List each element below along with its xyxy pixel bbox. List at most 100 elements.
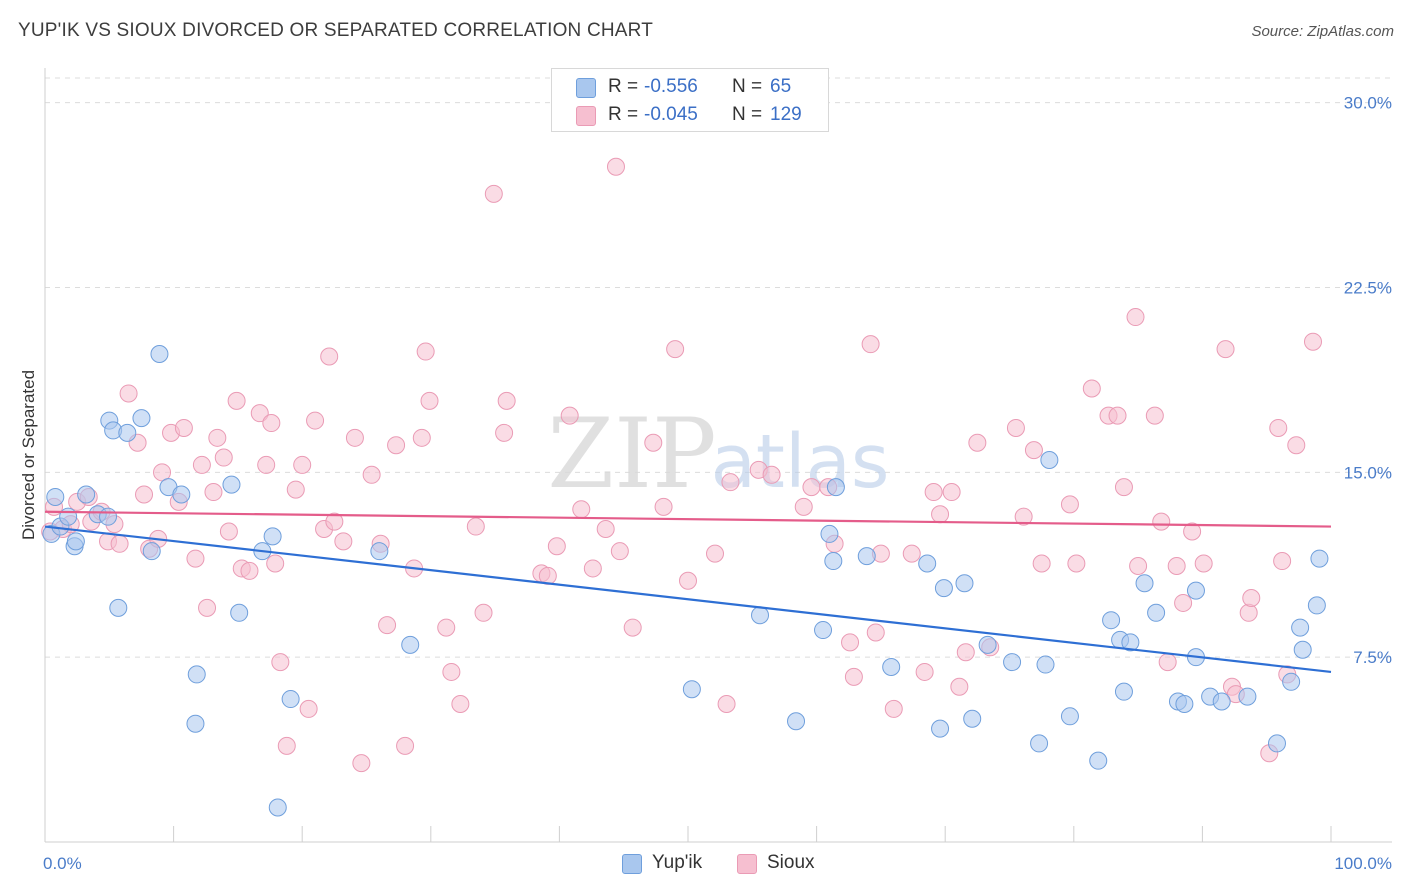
sioux-legend-swatch [737, 854, 757, 874]
yupik-point [682, 680, 701, 699]
yupik-point [1003, 653, 1022, 672]
sioux-point [362, 465, 381, 484]
sioux-point [378, 616, 397, 635]
sioux-point [214, 448, 233, 467]
sioux-point [208, 428, 227, 447]
y-tick-label: 15.0% [1344, 463, 1392, 482]
sioux-point [942, 483, 961, 502]
yupik-point [1147, 603, 1166, 622]
sioux-point [1082, 379, 1101, 398]
yupik-point [142, 542, 161, 561]
n-label: N = [732, 76, 763, 97]
yupik-point [787, 712, 806, 731]
yupik-point [1175, 694, 1194, 713]
sioux-point [1067, 554, 1086, 573]
legend-row-yupik: R = -0.556 N = 65 [552, 74, 828, 102]
yupik-point [882, 658, 901, 677]
r-label: R = [608, 76, 639, 97]
y-tick-label: 22.5% [1344, 278, 1392, 297]
sioux-point [1269, 418, 1288, 437]
sioux-point [1152, 512, 1171, 531]
sioux-point [484, 184, 503, 203]
sioux-point [352, 754, 371, 773]
sioux-point [606, 157, 625, 176]
sioux-point [902, 544, 921, 563]
sioux-point [320, 347, 339, 366]
sioux-point [387, 436, 406, 455]
sioux-point [721, 473, 740, 492]
sioux-point [135, 485, 154, 504]
sioux-point [1287, 436, 1306, 455]
sioux-point [583, 559, 602, 578]
sioux-point [442, 662, 461, 681]
y-axis-label: Divorced or Separated [19, 370, 38, 540]
yupik-point [1060, 707, 1079, 726]
sioux-point [1239, 603, 1258, 622]
yupik-point [109, 598, 128, 617]
sioux-point [1183, 522, 1202, 541]
sioux-point [1108, 406, 1127, 425]
yupik-point [1040, 451, 1059, 469]
sioux-point [262, 414, 281, 433]
sioux-point [497, 391, 516, 410]
sioux-point [1145, 406, 1164, 425]
sioux-point [794, 497, 813, 516]
sioux-point [174, 418, 193, 437]
yupik-point [132, 409, 151, 428]
sioux-point [654, 497, 673, 516]
sioux-point [1129, 556, 1148, 575]
sioux-point [884, 699, 903, 718]
sioux-point [1242, 589, 1261, 608]
sioux-point [623, 618, 642, 637]
x-tick-label: 100.0% [1334, 854, 1392, 873]
yupik-point [1186, 581, 1205, 600]
sioux-point [219, 522, 238, 541]
r-value: -0.556 [644, 76, 698, 97]
sioux-point [227, 391, 246, 410]
yupik-point [751, 606, 770, 625]
yupik-point [230, 603, 249, 622]
yupik-point [1282, 672, 1301, 691]
sioux-point [861, 335, 880, 354]
sioux-point [306, 411, 325, 430]
sioux-point [1216, 340, 1235, 359]
n-label: N = [732, 104, 763, 125]
y-tick-label: 30.0% [1344, 94, 1392, 113]
n-value: 65 [770, 76, 792, 97]
yupik-trend-line [44, 525, 1332, 674]
yupik-legend-swatch [622, 854, 642, 874]
sioux-point [266, 554, 285, 573]
sioux-point [610, 542, 629, 561]
yupik-point [1089, 751, 1108, 770]
sioux-point [277, 736, 296, 755]
yupik-point [918, 554, 937, 573]
yupik-swatch [576, 78, 596, 98]
sioux-point [396, 736, 415, 755]
yupik-point [824, 552, 843, 571]
correlation-legend: R = -0.556 N = 65 R = -0.045 N = 129 [551, 68, 829, 132]
sioux-point [802, 478, 821, 497]
sioux-point [240, 561, 259, 580]
yupik-point [978, 635, 997, 654]
sioux-point [293, 455, 312, 474]
sioux-point [644, 433, 663, 452]
sioux-point [1273, 552, 1292, 571]
yupik-point [99, 507, 118, 526]
sioux-point [325, 512, 344, 531]
tick-labels: 7.5% 15.0% 22.5% 30.0% 0.0% 100.0% [43, 94, 1392, 873]
legend-row-sioux: R = -0.045 N = 129 [552, 102, 828, 130]
yupik-point [77, 485, 96, 504]
sioux-point [572, 500, 591, 519]
yupik-point [187, 665, 206, 684]
sioux-point [271, 653, 290, 672]
yupik-point [826, 478, 845, 497]
sioux-point [866, 623, 885, 642]
sioux-point [119, 384, 138, 403]
yupik-points [42, 345, 1329, 817]
sioux-point [495, 423, 514, 442]
sioux-point [257, 455, 276, 474]
sioux-point [437, 618, 456, 637]
sioux-point [412, 428, 431, 447]
yupik-legend-label: Yup'ik [652, 852, 703, 873]
